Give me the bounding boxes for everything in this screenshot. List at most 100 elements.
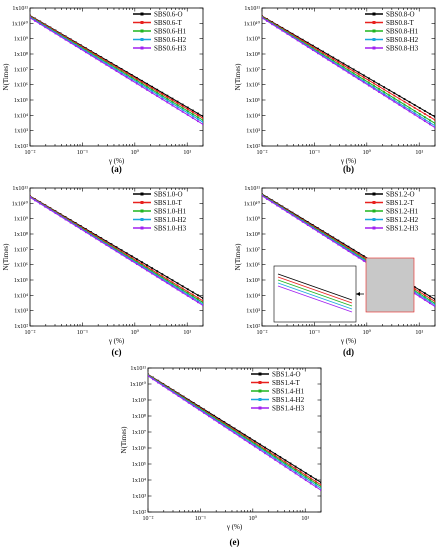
series-marker xyxy=(304,479,307,482)
series-marker xyxy=(398,102,401,105)
series-marker xyxy=(342,242,345,245)
x-tick-label: 10⁰ xyxy=(249,515,258,522)
series-marker xyxy=(95,237,98,240)
legend-label-H2: SBS1.2-H2 xyxy=(386,216,419,224)
plot-frame xyxy=(29,187,204,327)
series-marker xyxy=(130,75,133,78)
series-marker xyxy=(362,257,365,260)
series-marker xyxy=(186,294,189,297)
legend-label-H3: SBS1.2-H3 xyxy=(386,224,419,232)
series-marker xyxy=(161,277,164,280)
series-marker xyxy=(347,71,350,74)
series-marker xyxy=(141,261,143,264)
series-marker xyxy=(337,240,340,243)
series-marker xyxy=(378,91,380,93)
series-marker xyxy=(243,435,246,438)
series-marker xyxy=(418,109,421,112)
series-marker xyxy=(176,105,179,108)
series-marker xyxy=(135,82,138,85)
series-marker xyxy=(434,305,435,308)
series-marker xyxy=(218,417,221,420)
series-marker xyxy=(100,237,103,239)
series-marker xyxy=(279,458,282,460)
series-marker xyxy=(141,264,143,267)
series-marker xyxy=(248,439,251,442)
series-marker xyxy=(309,482,312,485)
series-marker xyxy=(413,287,416,290)
series-marker xyxy=(223,424,226,427)
series-marker xyxy=(322,52,324,54)
series-marker xyxy=(171,282,174,285)
series-marker xyxy=(327,56,330,59)
x-axis-label: γ (%) xyxy=(108,157,125,165)
series-marker xyxy=(176,286,179,288)
series-marker xyxy=(383,86,386,89)
series-marker xyxy=(110,243,113,246)
series-marker xyxy=(238,433,241,435)
series-marker xyxy=(105,240,108,242)
legend-marker-H1 xyxy=(140,209,144,213)
series-marker xyxy=(403,105,406,108)
series-marker xyxy=(151,92,154,94)
series-marker xyxy=(434,124,435,127)
series-marker xyxy=(141,262,143,265)
series-marker xyxy=(141,265,143,268)
series-marker xyxy=(429,123,431,126)
series-marker xyxy=(434,126,435,129)
legend-label-H2: SBS0.8-H2 xyxy=(386,36,419,44)
series-marker xyxy=(347,65,350,68)
y-tick-label: 1x10¹⁰ xyxy=(244,200,261,207)
series-marker xyxy=(352,252,355,255)
series-marker xyxy=(362,255,365,257)
series-marker xyxy=(141,266,143,269)
series-marker xyxy=(327,55,330,57)
series-marker xyxy=(176,107,179,110)
series-marker xyxy=(423,118,426,121)
series-marker xyxy=(317,52,319,55)
series-marker xyxy=(110,65,113,68)
series-marker xyxy=(223,421,226,423)
series-marker xyxy=(146,85,148,88)
series-marker xyxy=(301,39,304,42)
y-tick-label: 1x10² xyxy=(246,324,260,330)
y-tick-label: 1x10¹⁰ xyxy=(12,200,29,207)
y-tick-label: 1x10⁷ xyxy=(14,247,28,253)
series-marker xyxy=(208,415,210,418)
legend-marker-H1 xyxy=(372,29,376,33)
legend-label-O: SBS0.6-O xyxy=(154,10,183,18)
series-marker xyxy=(337,242,340,245)
series-marker xyxy=(264,449,266,452)
series-marker xyxy=(186,292,189,295)
y-tick-label: 1x10¹⁰ xyxy=(130,381,147,388)
series-marker xyxy=(408,110,411,113)
series-marker xyxy=(373,80,375,83)
series-marker xyxy=(156,272,159,275)
series-marker xyxy=(243,436,246,439)
y-axis-label: N(Times) xyxy=(234,243,242,271)
series-marker xyxy=(202,301,203,304)
series-marker xyxy=(74,42,77,44)
series-marker xyxy=(228,424,231,427)
series-marker xyxy=(181,108,184,111)
series-marker xyxy=(286,211,289,213)
series-marker xyxy=(110,244,113,247)
inset-line-O xyxy=(277,273,353,301)
legend-marker-H1 xyxy=(372,209,376,213)
y-tick-label: 1x10³ xyxy=(132,494,146,500)
series-marker xyxy=(367,81,370,84)
series-marker xyxy=(248,438,251,441)
inset-frame xyxy=(273,265,357,323)
series-marker xyxy=(135,259,138,262)
y-tick-label: 1x10⁹ xyxy=(132,398,146,404)
series-marker xyxy=(105,60,108,62)
series-marker xyxy=(95,57,98,60)
series-marker xyxy=(208,414,210,417)
series-marker xyxy=(115,246,118,249)
y-tick-label: 1x10⁹ xyxy=(14,217,28,223)
series-marker xyxy=(146,269,148,272)
series-marker xyxy=(186,110,189,112)
series-marker xyxy=(202,119,203,122)
y-tick-label: 1x10⁴ xyxy=(14,293,28,299)
series-marker xyxy=(269,449,272,452)
series-marker xyxy=(403,103,406,106)
